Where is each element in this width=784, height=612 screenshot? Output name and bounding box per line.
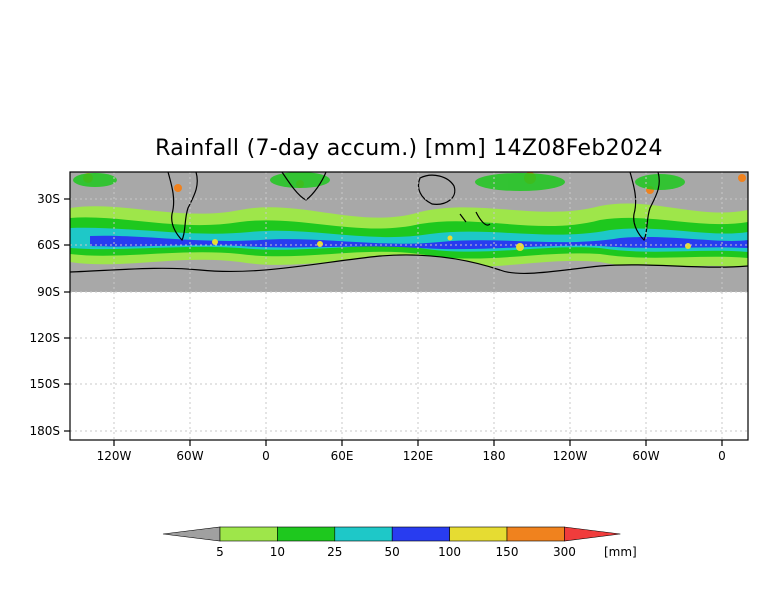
legend-label: 25 — [327, 545, 342, 559]
legend-label: 50 — [385, 545, 400, 559]
grid-lines — [70, 172, 748, 440]
y-tick-label: 30S — [37, 192, 60, 206]
legend-swatch — [391, 526, 450, 542]
legend-label: 150 — [496, 545, 519, 559]
legend-swatch — [334, 526, 393, 542]
legend-label: 10 — [270, 545, 285, 559]
legend-label: 5 — [216, 545, 224, 559]
legend-swatch — [219, 526, 278, 542]
x-tick-label: 120E — [403, 449, 434, 463]
x-tick-label: 120W — [97, 449, 132, 463]
x-tick-label: 60W — [176, 449, 203, 463]
y-tick-label: 60S — [37, 238, 60, 252]
legend-swatch-above — [564, 526, 621, 542]
x-tick-label: 120W — [553, 449, 588, 463]
legend-unit: [mm] — [604, 545, 637, 559]
legend-swatch — [449, 526, 508, 542]
legend-swatch-below — [162, 526, 221, 542]
x-tick-label: 60E — [331, 449, 354, 463]
y-tick-label: 90S — [37, 285, 60, 299]
x-tick-label: 0 — [262, 449, 270, 463]
map-title: Rainfall (7-day accum.) [mm] 14Z08Feb202… — [155, 136, 663, 161]
y-tick-label: 120S — [29, 331, 60, 345]
x-tick-label: 60W — [632, 449, 659, 463]
y-axis: 30S 60S 90S 120S 150S 180S — [29, 192, 70, 438]
legend-swatch — [277, 526, 336, 542]
map-frame — [69, 171, 749, 441]
x-tick-label: 0 — [718, 449, 726, 463]
legend-swatch — [506, 526, 565, 542]
legend-label: 100 — [438, 545, 461, 559]
y-tick-label: 150S — [29, 377, 60, 391]
x-tick-label: 180 — [483, 449, 506, 463]
x-axis: 120W 60W 0 60E 120E 180 120W 60W 0 — [97, 440, 726, 463]
legend-label: 300 — [553, 545, 576, 559]
precipitation-field — [70, 172, 748, 292]
y-tick-label: 180S — [29, 424, 60, 438]
